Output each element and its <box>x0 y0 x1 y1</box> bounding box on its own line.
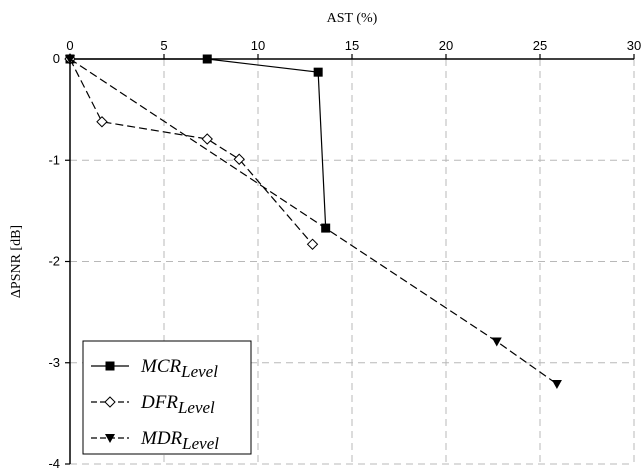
y-tick-label: 0 <box>53 51 60 66</box>
series-mcr <box>65 54 331 233</box>
series-mdr <box>65 55 562 390</box>
y-axis-title: ΔPSNR [dB] <box>9 225 24 298</box>
data-point <box>96 116 108 128</box>
y-tick-label: -4 <box>48 456 60 471</box>
data-point <box>313 67 323 77</box>
x-tick-label: 0 <box>66 38 73 53</box>
legend-label-sub: Level <box>180 362 218 381</box>
data-point <box>201 133 213 145</box>
y-tick-label: -1 <box>48 152 60 167</box>
series-line <box>69 58 313 245</box>
legend-item: MDRLevel <box>91 428 219 453</box>
legend-label: DFRLevel <box>140 392 215 417</box>
legend-item: DFRLevel <box>91 392 215 417</box>
legend-label-sub: Level <box>181 434 219 453</box>
x-tick-label: 5 <box>160 38 167 53</box>
legend-label-sub: Level <box>177 398 215 417</box>
x-tick-label: 15 <box>345 38 359 53</box>
data-point <box>306 238 319 250</box>
grid <box>70 59 635 465</box>
data-point <box>233 153 245 165</box>
x-tick-label: 10 <box>251 38 265 53</box>
legend-label-name: MDR <box>140 428 183 449</box>
series-line <box>70 58 327 229</box>
plot-series <box>64 53 562 390</box>
data-point <box>65 55 75 64</box>
legend-label-name: DFR <box>140 392 178 413</box>
data-point <box>491 337 502 347</box>
x-tick-label: 20 <box>439 38 453 53</box>
x-tick-label: 25 <box>533 38 547 53</box>
legend-item: MCRLevel <box>91 356 218 381</box>
legend-marker <box>105 434 115 443</box>
y-tick-label: -3 <box>48 355 60 370</box>
data-point <box>202 54 212 64</box>
legend-label: MCRLevel <box>140 356 218 381</box>
x-axis-title: AST (%) <box>327 11 378 26</box>
series-dfr <box>64 53 319 250</box>
series-line <box>69 58 558 385</box>
y-tick-label: -2 <box>48 254 60 269</box>
legend-label: MDRLevel <box>140 428 219 453</box>
legend-label-name: MCR <box>140 356 182 377</box>
legend-marker <box>104 396 116 408</box>
legend-marker <box>105 361 115 371</box>
x-tick-label: 30 <box>627 38 641 53</box>
data-point <box>551 380 562 390</box>
